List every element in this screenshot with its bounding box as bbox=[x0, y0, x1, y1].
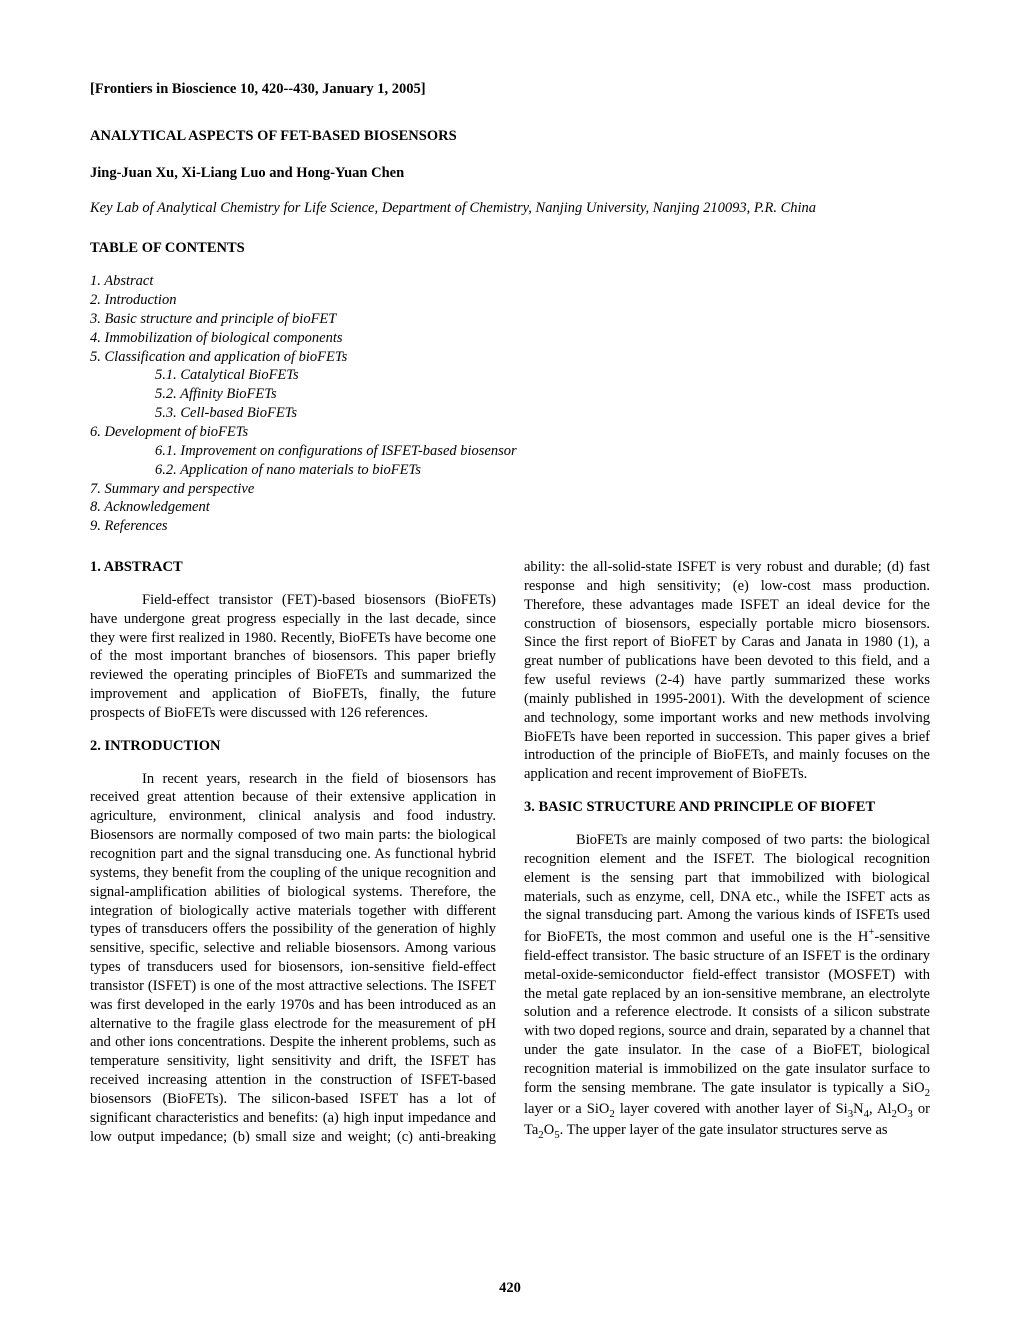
structure-heading: 3. BASIC STRUCTURE AND PRINCIPLE OF BIOF… bbox=[524, 798, 930, 817]
journal-header: [Frontiers in Bioscience 10, 420--430, J… bbox=[90, 80, 930, 99]
affiliation: Key Lab of Analytical Chemistry for Life… bbox=[90, 199, 930, 218]
abstract-body: Field-effect transistor (FET)-based bios… bbox=[90, 591, 496, 723]
toc-item: 5.3. Cell-based BioFETs bbox=[155, 404, 930, 423]
toc-item: 5.2. Affinity BioFETs bbox=[155, 385, 930, 404]
toc-item: 4. Immobilization of biological componen… bbox=[90, 329, 930, 348]
toc-item: 2. Introduction bbox=[90, 291, 930, 310]
page-number: 420 bbox=[0, 1279, 1020, 1298]
authors: Jing-Juan Xu, Xi-Liang Luo and Hong-Yuan… bbox=[90, 164, 930, 183]
toc-item: 5. Classification and application of bio… bbox=[90, 348, 930, 367]
toc-item: 6. Development of bioFETs bbox=[90, 423, 930, 442]
toc-item: 6.1. Improvement on configurations of IS… bbox=[155, 442, 930, 461]
article-title: ANALYTICAL ASPECTS OF FET-BASED BIOSENSO… bbox=[90, 127, 930, 146]
table-of-contents: 1. Abstract2. Introduction3. Basic struc… bbox=[90, 272, 930, 536]
toc-item: 5.1. Catalytical BioFETs bbox=[155, 366, 930, 385]
introduction-heading: 2. INTRODUCTION bbox=[90, 737, 496, 756]
toc-item: 1. Abstract bbox=[90, 272, 930, 291]
toc-item: 6.2. Application of nano materials to bi… bbox=[155, 461, 930, 480]
toc-item: 3. Basic structure and principle of bioF… bbox=[90, 310, 930, 329]
toc-heading: TABLE OF CONTENTS bbox=[90, 239, 930, 258]
structure-body: BioFETs are mainly composed of two parts… bbox=[524, 831, 930, 1142]
toc-item: 7. Summary and perspective bbox=[90, 480, 930, 499]
body-columns: 1. ABSTRACT Field-effect transistor (FET… bbox=[90, 558, 930, 1146]
abstract-heading: 1. ABSTRACT bbox=[90, 558, 496, 577]
toc-item: 9. References bbox=[90, 517, 930, 536]
toc-item: 8. Acknowledgement bbox=[90, 498, 930, 517]
